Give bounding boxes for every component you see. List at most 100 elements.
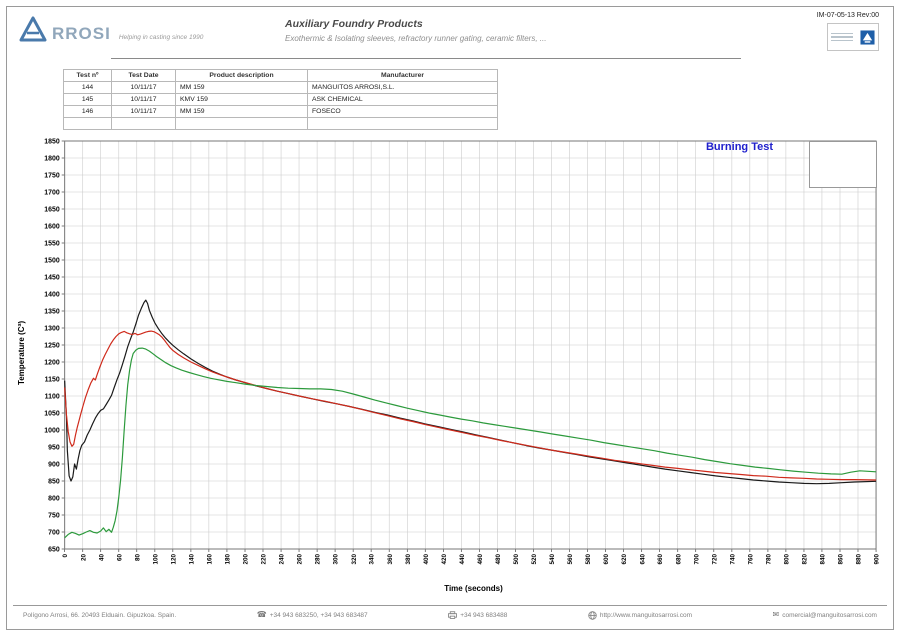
table-cell: [63, 117, 112, 130]
y-tick-label: 1300: [44, 325, 60, 332]
burning-test-chart: 650 700 750 800 850 900 950 1000 1050 1100 1150 120…: [15, 133, 885, 595]
x-tick-label: 580: [585, 553, 592, 564]
x-tick-label: 100: [152, 553, 159, 564]
table-header-row: Test nº Test Date Product description Manuf…: [63, 69, 498, 82]
footer-website-item: http://www.manguitosarrosi.com: [588, 610, 693, 620]
y-axis-label: Temperature (Cª): [17, 320, 26, 385]
x-tick-label: 800: [783, 553, 790, 564]
series-line-green: [64, 347, 877, 539]
x-tick-label: 700: [693, 553, 700, 564]
x-tick-label: 260: [297, 553, 304, 564]
x-tick-label: 780: [766, 553, 773, 564]
x-tick-label: 160: [206, 553, 213, 564]
results-table: Test nº Test Date Product description Manuf…: [63, 69, 498, 130]
x-tick-label: 120: [170, 553, 177, 564]
column-header: Test Date: [111, 69, 176, 82]
footer-phone: +34 943 683250, +34 943 683487: [269, 611, 368, 619]
y-tick-label: 1000: [44, 427, 60, 434]
document-title: Auxiliary Foundry Products: [285, 18, 423, 30]
footer-email-link[interactable]: comercial@manguitosarrosi.com: [782, 611, 877, 619]
footer-fax: +34 943 683488: [460, 611, 508, 619]
column-header: Test nº: [63, 69, 112, 82]
x-tick-label: 840: [820, 553, 827, 564]
chart-title: Burning Test: [705, 141, 773, 153]
y-tick-label: 1850: [44, 138, 60, 145]
y-tick-label: 1750: [44, 172, 60, 179]
doc-ref-block: IM-07-05-13 Rev:00: [817, 12, 879, 51]
y-tick-label: 750: [48, 512, 60, 519]
table-cell: [175, 117, 308, 130]
document-subtitle: Exothermic & Isolating sleeves, refracto…: [285, 34, 547, 43]
y-tick-label: 1550: [44, 240, 60, 247]
x-tick-label: 340: [369, 553, 376, 564]
y-tick-label: 1250: [44, 342, 60, 349]
table-cell: 146: [63, 105, 112, 118]
x-tick-label: 320: [351, 553, 358, 564]
x-tick-label: 600: [603, 553, 610, 564]
x-tick-label: 140: [188, 553, 195, 564]
certification-badge: [827, 23, 879, 51]
footer-email-item: ✉ comercial@manguitosarrosi.com: [773, 611, 877, 619]
cert-text-lines: [831, 32, 853, 42]
x-tick-label: 740: [729, 553, 736, 564]
x-tick-label: 440: [459, 553, 466, 564]
table-cell: [111, 117, 176, 130]
x-tick-label: 640: [639, 553, 646, 564]
globe-icon: [588, 610, 597, 620]
x-tick-label: 760: [747, 553, 754, 564]
footer-address: Polígono Arrosi, 66. 20493 Elduain. Gipu…: [23, 611, 177, 619]
y-tick-label: 1800: [44, 155, 60, 162]
column-header: Manufacturer: [307, 69, 498, 82]
plot-border: [64, 140, 877, 550]
x-tick-label: 680: [675, 553, 682, 564]
table-cell: MM 159: [175, 81, 308, 94]
y-tick-label: 800: [48, 495, 60, 502]
y-tick-label: 1700: [44, 189, 60, 196]
x-tick-label: 300: [333, 553, 340, 564]
y-tick-label: 1600: [44, 223, 60, 230]
table-body: 144 10/11/17 MM 159 MANGUITOS ARROSI,S.L. 14…: [63, 81, 498, 130]
x-tick-label: 200: [243, 553, 250, 564]
table-row: [63, 117, 498, 130]
x-tick-label: 820: [802, 553, 809, 564]
table-cell: MM 159: [175, 105, 308, 118]
table-row: 146 10/11/17 MM 159 FOSECO: [63, 105, 498, 118]
y-tick-label: 1200: [44, 359, 60, 366]
footer-fax-item: +34 943 683488: [448, 611, 507, 619]
table-cell: KMV 159: [175, 93, 308, 106]
table-cell: 10/11/17: [111, 105, 176, 118]
x-tick-label: 400: [423, 553, 430, 564]
table-row: 145 10/11/17 KMV 159 ASK CHEMICAL: [63, 93, 498, 106]
x-tick-label: 500: [513, 553, 520, 564]
x-tick-label: 860: [838, 553, 845, 564]
footer-website-link[interactable]: http://www.manguitosarrosi.com: [599, 611, 693, 619]
y-tick-label: 1650: [44, 206, 60, 213]
x-tick-label: 460: [477, 553, 484, 564]
logo-block: RROSI Helping in casting since 1990: [19, 16, 203, 42]
report-header: RROSI Helping in casting since 1990 Auxi…: [7, 7, 893, 67]
y-tick-label: 900: [48, 461, 60, 468]
x-tick-label: 480: [495, 553, 502, 564]
x-tick-label: 720: [711, 553, 718, 564]
table-cell: 10/11/17: [111, 81, 176, 94]
chart-plot: 6507007508008509009501000105011001150120…: [44, 138, 880, 564]
logo-tagline: Helping in casting since 1990: [118, 34, 204, 41]
y-tick-label: 1500: [44, 257, 60, 264]
x-tick-label: 220: [261, 553, 268, 564]
header-divider: [111, 58, 741, 59]
x-axis-label: Time (seconds): [444, 584, 503, 593]
x-tick-label: 420: [441, 553, 448, 564]
x-tick-label: 0: [62, 553, 69, 557]
table-cell: 145: [63, 93, 112, 106]
cert-logo-icon: [860, 29, 875, 45]
table-cell: FOSECO: [307, 105, 498, 118]
footer-phone-item: ☎ +34 943 683250, +34 943 683487: [257, 611, 368, 619]
arrosi-logo-icon: [19, 16, 47, 42]
y-tick-label: 1150: [45, 376, 60, 383]
title-block: Auxiliary Foundry Products Exothermic & …: [285, 18, 546, 43]
x-tick-label: 60: [116, 553, 123, 561]
table-cell: [307, 117, 498, 130]
table-cell: MANGUITOS ARROSI,S.L.: [307, 81, 498, 94]
phone-icon: ☎: [256, 610, 267, 619]
envelope-icon: ✉: [772, 610, 780, 619]
